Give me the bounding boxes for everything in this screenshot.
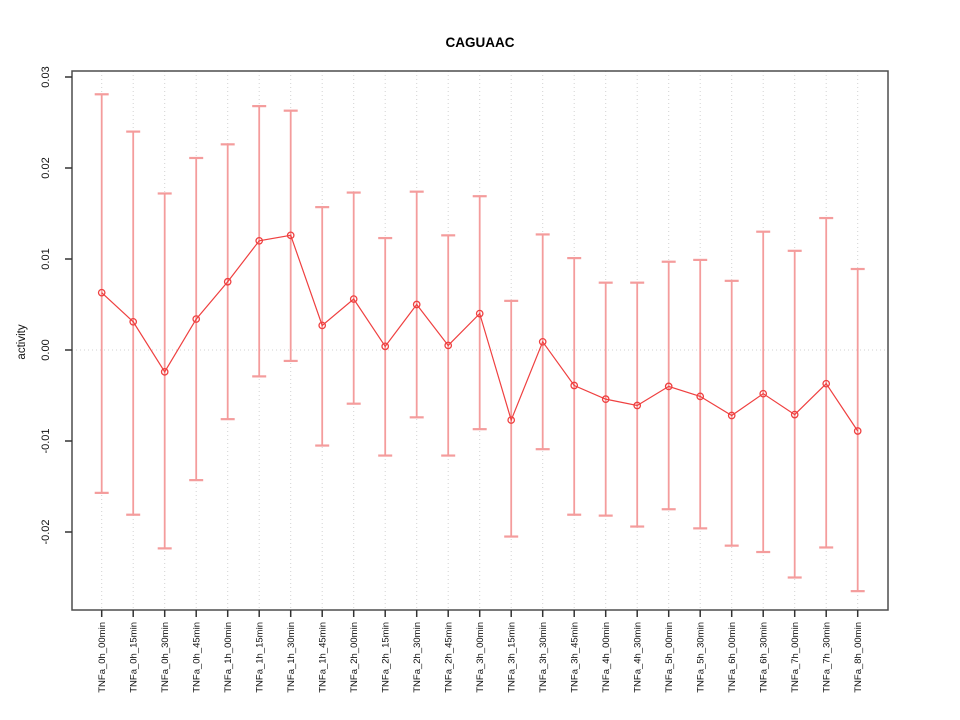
x-tick-label: TNFa_0h_00min [97,622,108,693]
x-tick-label: TNFa_1h_30min [286,622,297,693]
x-tick-label: TNFa_4h_00min [601,622,612,693]
data-point [696,392,705,401]
data-point [381,342,390,351]
x-tick-label: TNFa_1h_45min [318,622,329,693]
x-tick-label: TNFa_3h_45min [570,622,581,693]
x-tick-label: TNFa_3h_30min [538,622,549,693]
y-tick-label: 0.03 [40,66,52,87]
data-point [129,317,138,326]
x-tick-label: TNFa_6h_30min [759,622,770,693]
x-tick-label: TNFa_5h_30min [696,622,707,693]
x-tick-label: TNFa_3h_00min [475,622,486,693]
x-tick-label: TNFa_7h_00min [790,622,801,693]
data-point [790,410,799,419]
x-tick-label: TNFa_2h_30min [412,622,423,693]
data-point [727,411,736,420]
data-point [633,401,642,410]
data-point [223,277,232,286]
data-point [318,321,327,330]
data-point [412,300,421,309]
data-point [822,379,831,388]
x-tick-label: TNFa_2h_15min [381,622,392,693]
y-axis-label: activity [16,324,28,359]
data-point [160,367,169,376]
chart-title: CAGUAAC [446,35,515,50]
x-tick-label: TNFa_5h_00min [664,622,675,693]
x-tick-label: TNFa_0h_30min [160,622,171,693]
data-point [538,337,547,346]
data-point [664,382,673,391]
x-tick-label: TNFa_8h_00min [853,622,864,693]
y-tick-label: -0.01 [40,428,52,453]
data-point [286,231,295,240]
x-tick-label: TNFa_3h_15min [507,622,518,693]
x-tick-label: TNFa_7h_30min [822,622,833,693]
y-tick-label: 0.02 [40,157,52,178]
x-tick-label: TNFa_0h_45min [192,622,203,693]
data-point [475,309,484,318]
y-tick-label: -0.02 [40,519,52,544]
x-tick-label: TNFa_6h_00min [727,622,738,693]
data-point [349,295,358,303]
data-layer [94,93,865,593]
data-line [101,234,859,432]
x-tick-label: TNFa_2h_00min [349,622,360,693]
data-point [507,416,516,424]
data-point [444,341,453,350]
data-point [97,288,106,297]
data-point [601,395,610,403]
y-tick-label: 0.01 [40,248,52,269]
data-point [570,381,579,390]
x-tick-label: TNFa_2h_45min [444,622,455,693]
data-point [759,389,768,398]
data-point [853,427,862,435]
x-tick-label: TNFa_1h_15min [255,622,266,693]
data-point [192,315,201,323]
data-point [255,236,264,245]
axis-layer: 0.03 0.02 0.01 0.00 -0.01 -0.02 TNFa_0h_00min T… [40,66,889,693]
x-tick-label: TNFa_0h_15min [129,622,140,693]
x-tick-label: TNFa_1h_00min [223,622,234,693]
x-tick-label: TNFa_4h_30min [633,622,644,693]
y-tick-label: 0.00 [40,339,52,360]
